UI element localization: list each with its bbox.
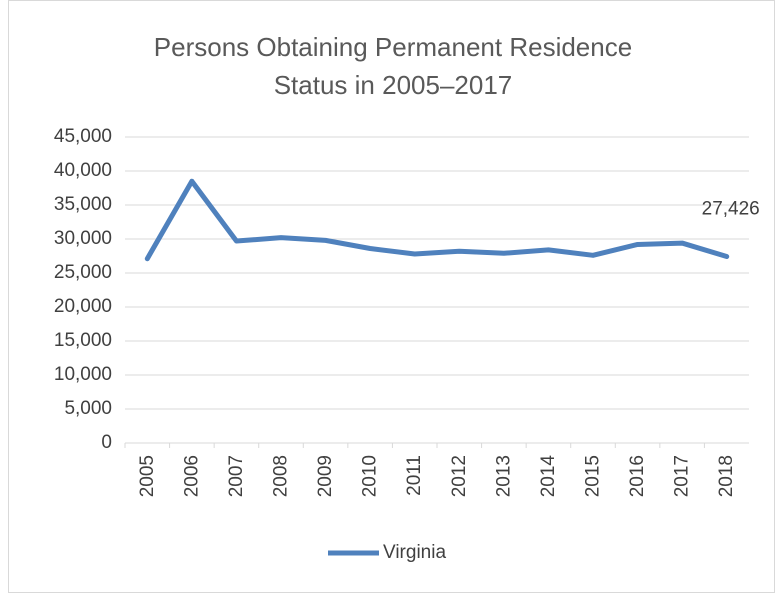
y-tick-label: 5,000 [64,398,112,419]
y-tick-label: 35,000 [54,194,112,215]
legend-label: Virginia [383,542,446,563]
chart-title: Persons Obtaining Permanent Residence St… [153,32,633,100]
y-tick-label: 30,000 [54,228,112,249]
x-tick-label: 2006 [181,455,202,497]
y-tick-label: 0 [101,432,112,453]
x-tick-label: 2016 [627,455,648,497]
data-line [144,178,730,262]
x-tick-label: 2015 [583,455,604,497]
x-tick-label: 2010 [360,455,381,497]
y-tick-label: 20,000 [54,296,112,317]
x-tick-label: 2014 [538,455,559,498]
x-tick-label: 2011 [404,455,425,496]
chart-border [8,0,775,593]
x-tick-label: 2017 [672,455,693,497]
y-tick-label: 10,000 [54,364,112,385]
y-tick-label: 25,000 [54,262,112,283]
x-tick-label: 2013 [493,455,514,497]
x-tick-label: 2009 [315,455,336,497]
y-tick-label: 45,000 [54,126,112,147]
x-tick-label: 2007 [226,455,247,497]
y-tick-label: 40,000 [54,160,112,181]
x-tick-label: 2012 [449,455,470,497]
data-label: 27,426 [702,199,760,220]
y-tick-label: 15,000 [54,330,112,351]
x-tick-label: 2018 [716,455,737,497]
x-tick-label: 2008 [271,455,292,497]
x-tick-label: 2005 [137,455,158,497]
